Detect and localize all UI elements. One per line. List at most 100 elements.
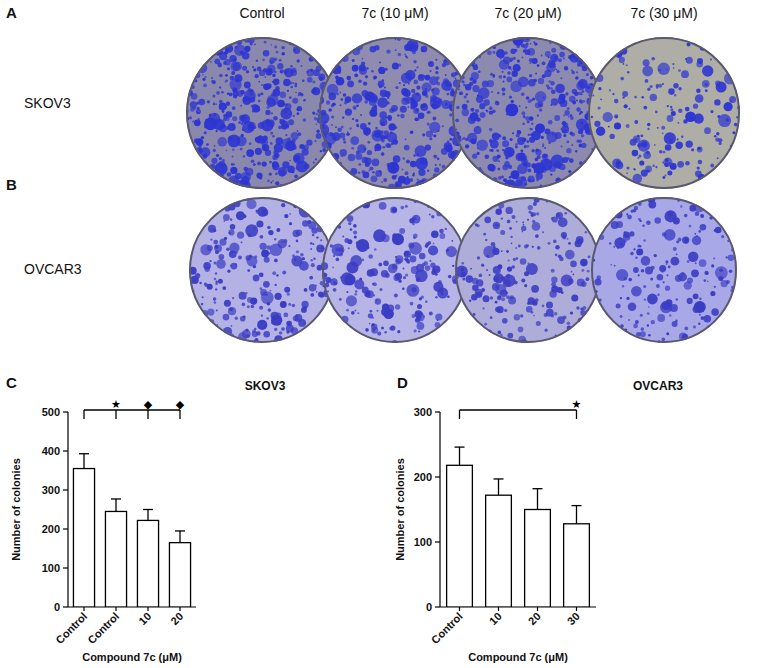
colony xyxy=(304,322,306,324)
colony xyxy=(578,91,582,95)
colony xyxy=(240,148,243,151)
colony xyxy=(370,310,373,313)
colony xyxy=(262,162,267,167)
colony xyxy=(470,108,474,112)
colony xyxy=(500,290,507,297)
colony xyxy=(258,136,264,142)
plate xyxy=(452,34,604,192)
colony xyxy=(213,103,216,106)
row-label: OVCAR3 xyxy=(24,261,82,277)
colony xyxy=(405,70,415,80)
colony xyxy=(367,150,372,155)
colony xyxy=(265,150,271,156)
colony xyxy=(372,129,384,141)
colony xyxy=(245,292,247,294)
colony xyxy=(373,229,386,242)
colony xyxy=(194,119,201,126)
colony xyxy=(214,58,220,64)
colony xyxy=(681,70,689,78)
colony xyxy=(561,145,563,147)
colony xyxy=(314,117,318,121)
colony xyxy=(717,157,719,159)
colony xyxy=(325,277,331,283)
colony xyxy=(294,175,298,179)
colony xyxy=(619,57,625,63)
colony xyxy=(332,132,341,141)
colony xyxy=(502,71,504,73)
colony xyxy=(300,253,304,257)
colony xyxy=(239,115,246,122)
colony xyxy=(276,228,280,232)
colony xyxy=(219,161,226,168)
colony xyxy=(302,301,309,308)
colony xyxy=(486,110,488,112)
colony xyxy=(533,315,535,317)
colony xyxy=(194,108,196,110)
colony xyxy=(451,88,455,92)
colony xyxy=(585,231,587,233)
colony xyxy=(726,118,729,121)
colony xyxy=(284,214,288,218)
colony xyxy=(425,75,431,81)
colony xyxy=(504,147,514,157)
colony xyxy=(266,69,273,76)
colony xyxy=(368,313,373,318)
colony xyxy=(568,242,571,245)
colony xyxy=(355,153,362,160)
colony xyxy=(588,255,591,258)
colony xyxy=(300,93,304,97)
colony xyxy=(502,318,508,324)
colony xyxy=(216,310,218,312)
colony xyxy=(594,121,600,127)
colony xyxy=(319,77,323,81)
colony xyxy=(268,308,272,312)
colony xyxy=(310,242,313,245)
colony xyxy=(400,206,404,210)
colony xyxy=(492,134,494,136)
colony xyxy=(228,307,236,315)
colony xyxy=(232,116,237,121)
colony xyxy=(586,73,589,76)
colony xyxy=(564,66,568,70)
colony xyxy=(425,265,431,271)
colony xyxy=(354,235,357,238)
colony xyxy=(281,46,284,49)
plate-rim xyxy=(323,198,467,342)
colony xyxy=(464,96,467,99)
colony xyxy=(429,260,431,262)
colony xyxy=(259,306,263,310)
colony xyxy=(316,291,318,293)
colony xyxy=(214,145,216,147)
colony xyxy=(698,160,703,165)
colony xyxy=(376,300,378,302)
colony xyxy=(402,288,405,291)
colony xyxy=(298,132,302,136)
colony xyxy=(387,305,394,312)
colony xyxy=(215,103,217,105)
colony xyxy=(610,134,615,139)
colony xyxy=(524,271,529,276)
colony xyxy=(384,135,388,139)
colony xyxy=(207,284,213,290)
colony xyxy=(406,259,410,263)
colony xyxy=(296,59,299,62)
colony xyxy=(201,303,204,306)
colony xyxy=(422,133,425,136)
colony xyxy=(387,101,390,104)
colony xyxy=(545,51,551,57)
colony xyxy=(501,250,503,252)
colony xyxy=(511,243,513,245)
colony xyxy=(331,116,334,119)
colony xyxy=(638,140,650,152)
colony xyxy=(233,58,236,61)
colony xyxy=(490,73,493,76)
colony xyxy=(447,140,450,143)
colony xyxy=(256,220,263,227)
colony xyxy=(528,263,530,265)
colony xyxy=(697,167,700,170)
colony xyxy=(518,76,529,87)
colony xyxy=(224,220,226,222)
plate xyxy=(454,197,601,347)
colony xyxy=(348,154,355,161)
colony xyxy=(215,250,219,254)
